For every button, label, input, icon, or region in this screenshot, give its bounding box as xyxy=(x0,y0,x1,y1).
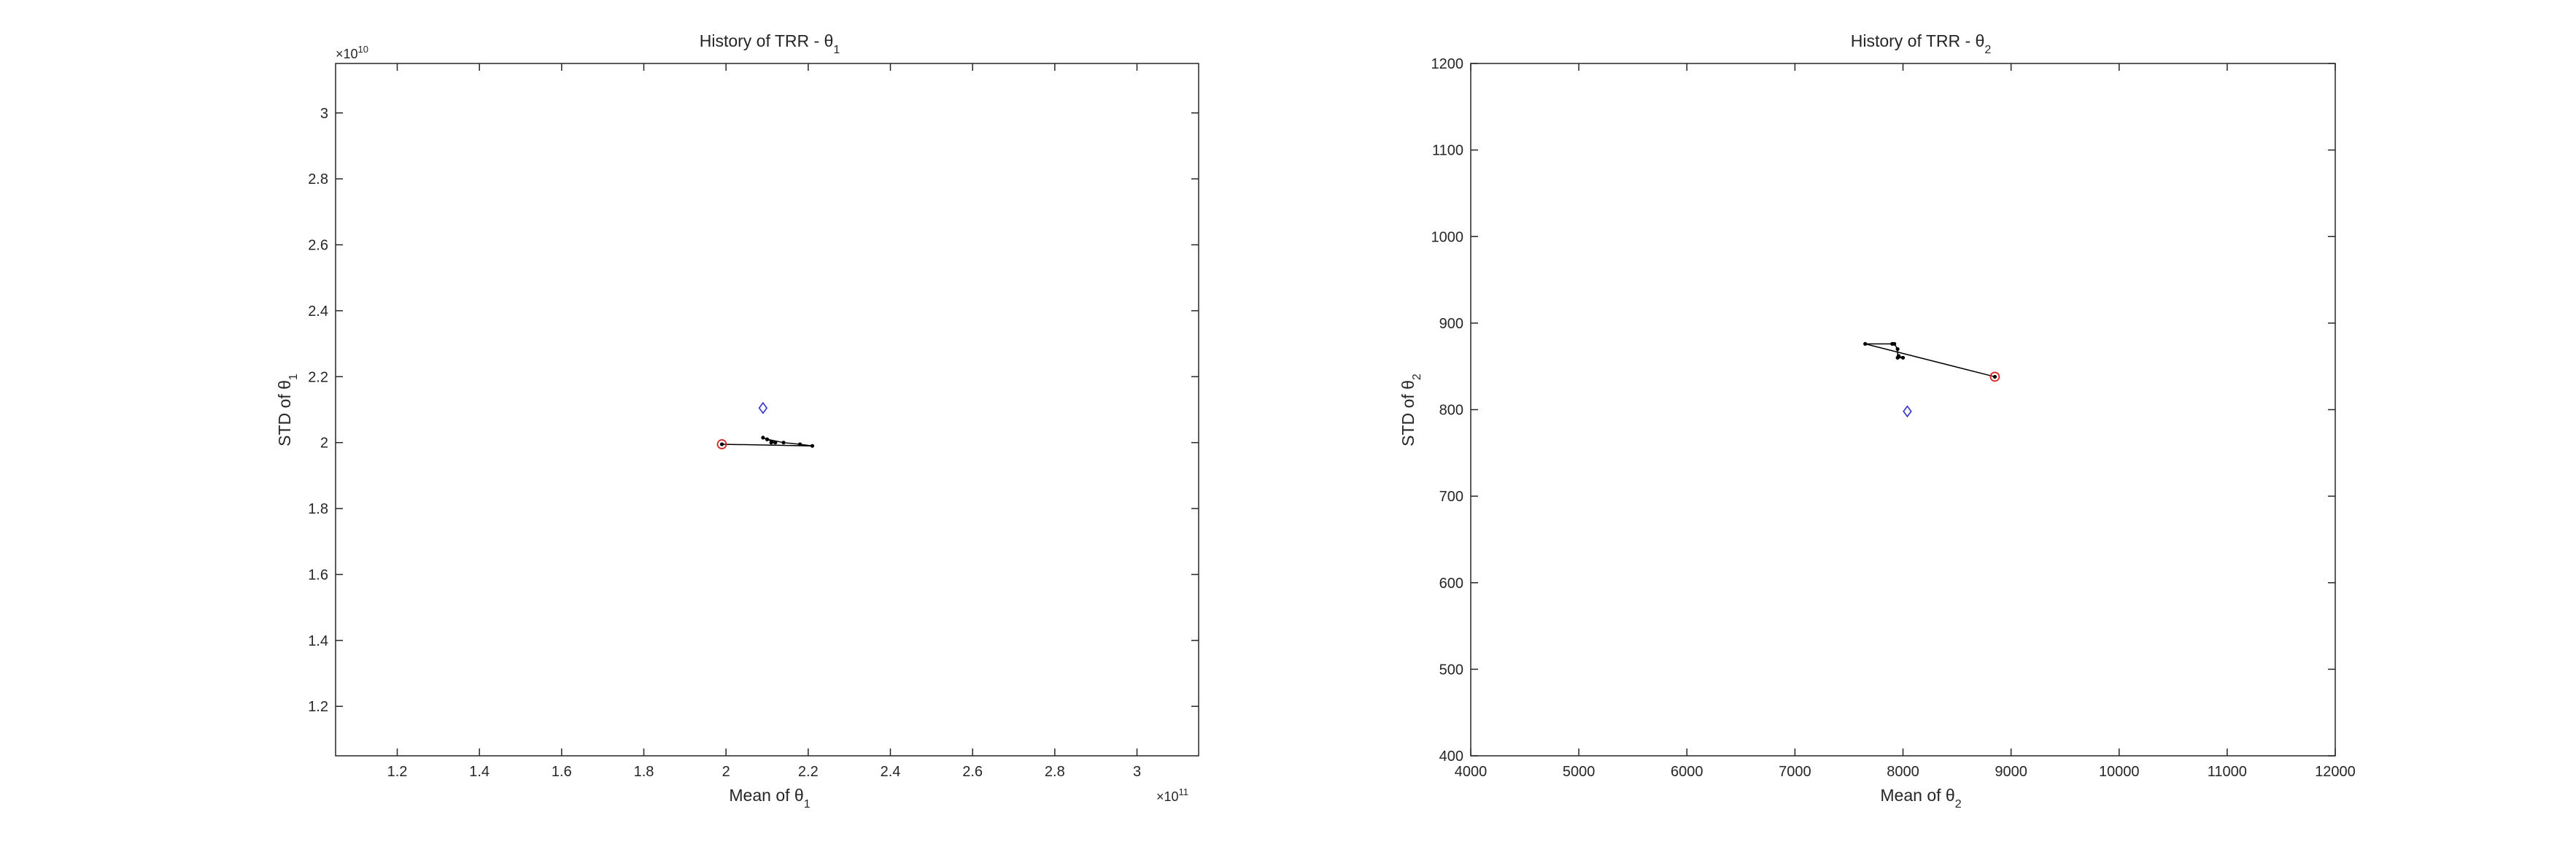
x-axis-exponent: ×1011 xyxy=(1156,786,1188,804)
x-tick-label: 12000 xyxy=(2315,764,2356,780)
y-tick-label: 2.4 xyxy=(308,303,328,320)
y-tick-label: 900 xyxy=(1439,316,1463,332)
history-point xyxy=(781,441,786,445)
x-tick-label: 1.2 xyxy=(387,764,408,780)
y-tick-label: 2.2 xyxy=(308,369,328,385)
x-tick-label: 11000 xyxy=(2208,764,2247,780)
x-tick-label: 8000 xyxy=(1887,764,1919,780)
y-tick-label: 1.8 xyxy=(308,501,328,517)
x-tick-label: 7000 xyxy=(1779,764,1811,780)
history-point xyxy=(810,444,815,448)
x-tick-label: 2.2 xyxy=(798,764,819,780)
history-point xyxy=(1896,354,1901,358)
y-tick-label: 800 xyxy=(1439,403,1463,419)
history-point xyxy=(773,441,778,445)
start-marker xyxy=(1989,371,2000,382)
history-point xyxy=(1863,341,1868,346)
x-tick-label: 6000 xyxy=(1671,764,1703,780)
y-tick-label: 1.2 xyxy=(308,699,328,715)
x-tick-label: 3 xyxy=(1133,764,1141,780)
y-tick-label: 400 xyxy=(1439,749,1463,765)
start-marker-center xyxy=(1993,375,1997,379)
y-tick-label: 2.8 xyxy=(308,171,328,187)
history-path xyxy=(1865,343,1995,378)
x-tick-label: 2 xyxy=(722,764,730,780)
history-point xyxy=(1895,347,1900,352)
chart-theta2: History of TRR - θ2 Mean of θ2 STD of θ2… xyxy=(1399,31,2356,811)
y-tick-label: 1000 xyxy=(1431,229,1464,245)
y-tick-label: 2.6 xyxy=(308,238,328,254)
chart-theta1: History of TRR - θ1 Mean of θ1 STD of θ1… xyxy=(275,31,1199,811)
x-tick-label: 10000 xyxy=(2099,764,2140,780)
history-point xyxy=(761,436,765,440)
y-axis-label: STD of θ1 xyxy=(275,374,300,446)
chart-title: History of TRR - θ2 xyxy=(1851,31,1992,56)
x-axis-label: Mean of θ1 xyxy=(729,786,810,811)
y-tick-label: 700 xyxy=(1439,489,1463,505)
history-point xyxy=(765,437,770,441)
plot-area-frame xyxy=(335,63,1199,757)
x-tick-label: 2.6 xyxy=(962,764,983,780)
x-tick-label: 9000 xyxy=(1995,764,2027,780)
y-tick-label: 1200 xyxy=(1431,56,1464,72)
x-tick-label: 1.4 xyxy=(469,764,490,780)
target-marker xyxy=(758,401,768,414)
history-point xyxy=(797,442,802,446)
x-tick-label: 1.6 xyxy=(552,764,572,780)
x-tick-label: 1.8 xyxy=(634,764,654,780)
start-marker xyxy=(716,439,727,449)
target-marker xyxy=(1903,405,1912,418)
y-axis-label: STD of θ2 xyxy=(1399,374,1423,446)
start-marker-center xyxy=(720,443,724,446)
history-point xyxy=(1900,355,1906,360)
y-tick-label: 600 xyxy=(1439,576,1463,592)
y-tick-label: 1.4 xyxy=(308,633,328,649)
x-tick-label: 5000 xyxy=(1563,764,1596,780)
history-point xyxy=(769,441,773,445)
y-tick-label: 1100 xyxy=(1432,143,1463,159)
x-tick-label: 4000 xyxy=(1455,764,1488,780)
x-tick-label: 2.8 xyxy=(1045,764,1065,780)
y-tick-label: 2 xyxy=(320,436,328,452)
history-point xyxy=(1892,341,1897,346)
y-tick-label: 1.6 xyxy=(308,567,328,583)
x-axis-label: Mean of θ2 xyxy=(1880,786,1961,811)
y-tick-label: 3 xyxy=(320,106,328,122)
plot-area-frame xyxy=(1470,63,2336,757)
x-tick-label: 2.4 xyxy=(881,764,901,780)
chart-title: History of TRR - θ1 xyxy=(700,31,840,56)
y-axis-exponent: ×1010 xyxy=(336,44,368,61)
y-tick-label: 500 xyxy=(1439,662,1463,678)
